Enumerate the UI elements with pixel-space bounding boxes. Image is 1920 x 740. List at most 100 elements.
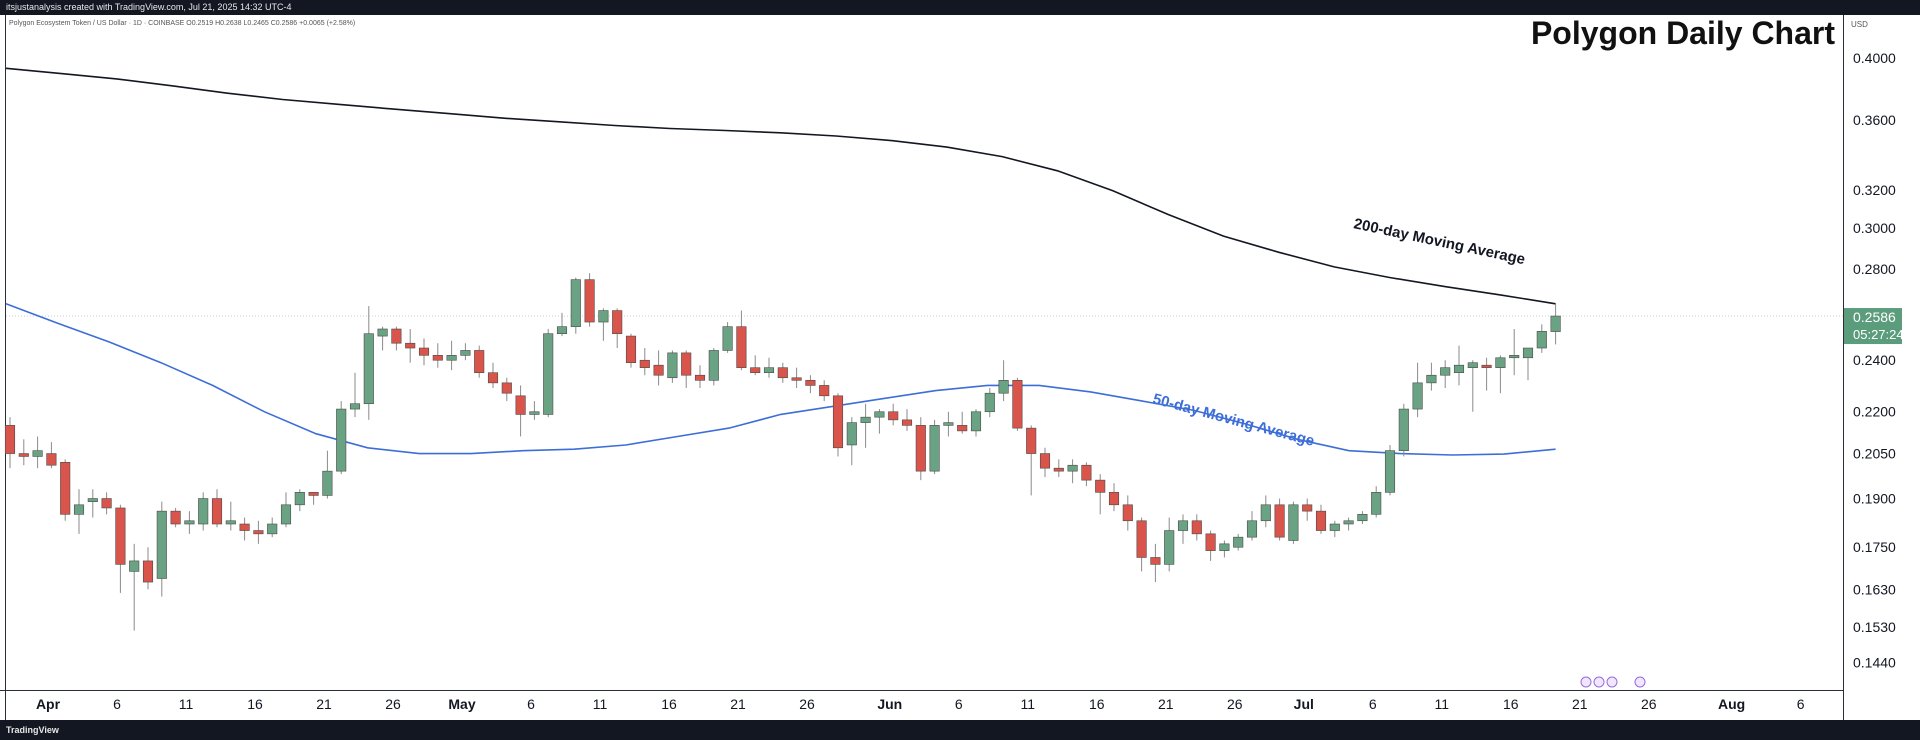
event-icon [1580, 676, 1592, 688]
last-price-tag [1844, 308, 1902, 345]
candle-body [1288, 504, 1299, 541]
time-axis[interactable]: Apr 6 11 16 21 26 May 6 11 16 21 26 Jun 6 11 16 21 26 Jul 6… [36, 696, 1805, 712]
candle-body [1246, 520, 1258, 538]
time-tick-label: 21 [1572, 696, 1588, 712]
last-price-value: 0.2586 [1853, 309, 1896, 325]
candle-body [267, 523, 278, 535]
candle-body [1026, 427, 1037, 454]
candle-body [750, 367, 761, 373]
candle-body [639, 359, 650, 368]
candle-body [474, 350, 485, 373]
time-tick-label: 16 [247, 696, 263, 712]
candle-body [129, 560, 140, 572]
price-tick-label: 0.3200 [1853, 182, 1896, 198]
candle-body [198, 498, 209, 525]
top-info-bar: itsjustanalysis created with TradingView… [0, 0, 1920, 15]
candle-body [446, 355, 457, 361]
candle-body [4, 425, 16, 454]
time-tick-label: 11 [179, 696, 194, 712]
price-tick-label: 0.1530 [1853, 619, 1896, 635]
candle-body [708, 350, 719, 381]
price-axis[interactable]: 0.4000 0.3600 0.3200 0.3000 0.2800 0.2400 0.22… [0, 15, 1904, 720]
candle-body [349, 403, 361, 410]
candle-body [1315, 510, 1327, 531]
time-tick-label: 11 [593, 696, 608, 712]
candle-body [336, 408, 347, 472]
candle-body [1357, 514, 1368, 522]
candle-body [73, 504, 85, 515]
candle-body [239, 523, 250, 531]
candle-body [60, 461, 71, 515]
candle-body [998, 380, 1009, 394]
price-tick-label: 0.1630 [1853, 581, 1896, 597]
candle-body [170, 510, 181, 525]
candle-body [1398, 408, 1409, 451]
candle-body [515, 395, 526, 415]
candle-body [1467, 362, 1478, 368]
candle-body [1136, 520, 1147, 558]
candle-body [598, 310, 609, 323]
candle-body [791, 377, 802, 381]
candle-body [184, 520, 195, 525]
chart-background [0, 15, 1920, 720]
price-tick-label: 0.2200 [1853, 404, 1896, 420]
time-tick-label: 21 [730, 696, 746, 712]
candle-body [888, 411, 899, 421]
candle-body [1067, 464, 1078, 472]
time-tick-label: 21 [316, 696, 332, 712]
time-tick-label: 26 [1641, 696, 1657, 712]
candle-body [1550, 315, 1561, 332]
time-tick-label: 6 [527, 696, 535, 712]
price-tick-label: 0.2400 [1853, 352, 1896, 368]
candle-body [984, 392, 995, 413]
ma50-line [5, 303, 1556, 456]
event-icon [1606, 676, 1618, 688]
event-icon [1634, 676, 1646, 688]
candle-body [501, 382, 512, 394]
candle-body [529, 411, 540, 415]
candlestick-chart[interactable]: Polygon Ecosystem Token / US Dollar · 1D… [0, 15, 1920, 720]
currency-label: USD [1851, 20, 1868, 29]
time-tick-label: 6 [1797, 696, 1805, 712]
time-tick-label: 6 [113, 696, 121, 712]
candle-body [1122, 504, 1133, 522]
candle-body [1509, 355, 1520, 359]
candle-body [860, 416, 871, 423]
candle-body [377, 328, 388, 337]
candle-body [115, 507, 126, 565]
candle-body [1177, 520, 1189, 531]
candle-body [1302, 504, 1313, 512]
time-tick-label: 26 [799, 696, 815, 712]
candle-body [929, 425, 940, 472]
credit-text: itsjustanalysis created with TradingView… [6, 2, 292, 12]
time-tick-label: 26 [385, 696, 401, 712]
candle-body [460, 350, 471, 356]
time-tick-label: 11 [1021, 696, 1036, 712]
candles [4, 273, 1561, 631]
time-tick-label: 16 [661, 696, 677, 712]
price-tick-label: 0.1750 [1853, 539, 1896, 555]
candle-body [970, 411, 982, 432]
candle-body [915, 425, 926, 472]
candle-body [1536, 331, 1547, 349]
tradingview-logo: TradingView [6, 725, 59, 735]
price-tick-label: 0.3600 [1853, 112, 1896, 128]
event-icon [1593, 676, 1605, 688]
candle-body [294, 492, 305, 506]
ma200-line [5, 67, 1556, 305]
time-tick-label: Jul [1294, 696, 1314, 712]
candle-body [308, 492, 319, 496]
candle-body [1260, 504, 1271, 522]
candle-body [1343, 520, 1354, 525]
chart-title: Polygon Daily Chart [1531, 15, 1835, 51]
candle-body [1412, 382, 1423, 410]
candle-body [142, 560, 154, 583]
candle-body [1453, 364, 1465, 373]
candle-body [556, 326, 568, 335]
time-tick-label: 16 [1503, 696, 1519, 712]
candle-body [418, 347, 430, 356]
time-tick-label: Jun [877, 696, 902, 712]
candle-body [1205, 533, 1216, 551]
candle-body [280, 504, 292, 525]
candle-body [805, 380, 816, 386]
